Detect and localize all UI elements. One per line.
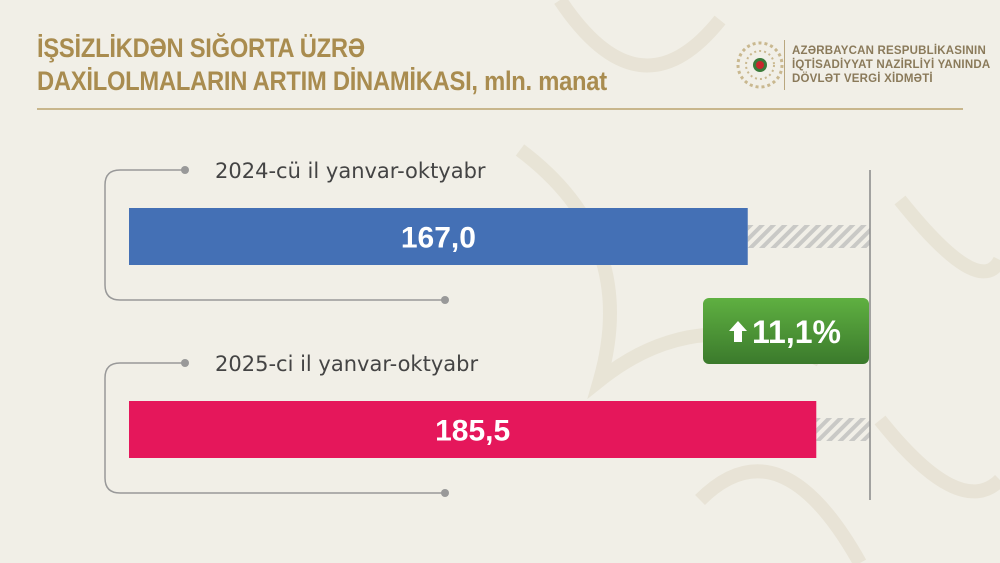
growth-label: 11,1% xyxy=(752,314,841,350)
org-line-2: İQTİSADİYYAT NAZİRLİYİ YANINDA xyxy=(792,59,991,71)
data-label: 167,0 xyxy=(401,222,476,255)
bracket-line xyxy=(104,169,445,301)
title-line-1: İŞSİZLİKDƏN SIĞORTA ÜZRƏ xyxy=(37,33,365,63)
growth-badge: 11,1% xyxy=(703,298,869,364)
bar-remainder xyxy=(747,225,870,248)
arrow-up-icon xyxy=(729,321,747,342)
bar xyxy=(129,401,817,458)
chart-title: İŞSİZLİKDƏN SIĞORTA ÜZRƏ DAXİLOLMALARIN … xyxy=(37,32,607,98)
category-label: 2025-ci il yanvar-oktyabr xyxy=(215,352,478,376)
divider xyxy=(784,40,785,90)
bracket-dot xyxy=(441,489,449,497)
bracket-dot xyxy=(441,296,449,304)
bar xyxy=(129,208,748,265)
bracket-dot xyxy=(181,166,189,174)
data-label: 185,5 xyxy=(435,415,510,448)
org-line-1: AZƏRBAYCAN RESPUBLİKASININ xyxy=(792,45,986,57)
emblem-logo xyxy=(736,41,784,89)
category-label: 2024-cü il yanvar-oktyabr xyxy=(215,159,486,183)
bracket-line xyxy=(104,362,445,494)
bracket-dot xyxy=(181,359,189,367)
org-line-3: DÖVLƏT VERGİ XİDMƏTİ xyxy=(792,73,933,85)
organization-name: AZƏRBAYCAN RESPUBLİKASININ İQTİSADİYYAT … xyxy=(792,44,990,86)
bar-remainder xyxy=(816,418,870,441)
header-rule xyxy=(37,108,963,110)
title-line-2: DAXİLOLMALARIN ARTIM DİNAMİKASI, mln. ma… xyxy=(37,66,607,96)
